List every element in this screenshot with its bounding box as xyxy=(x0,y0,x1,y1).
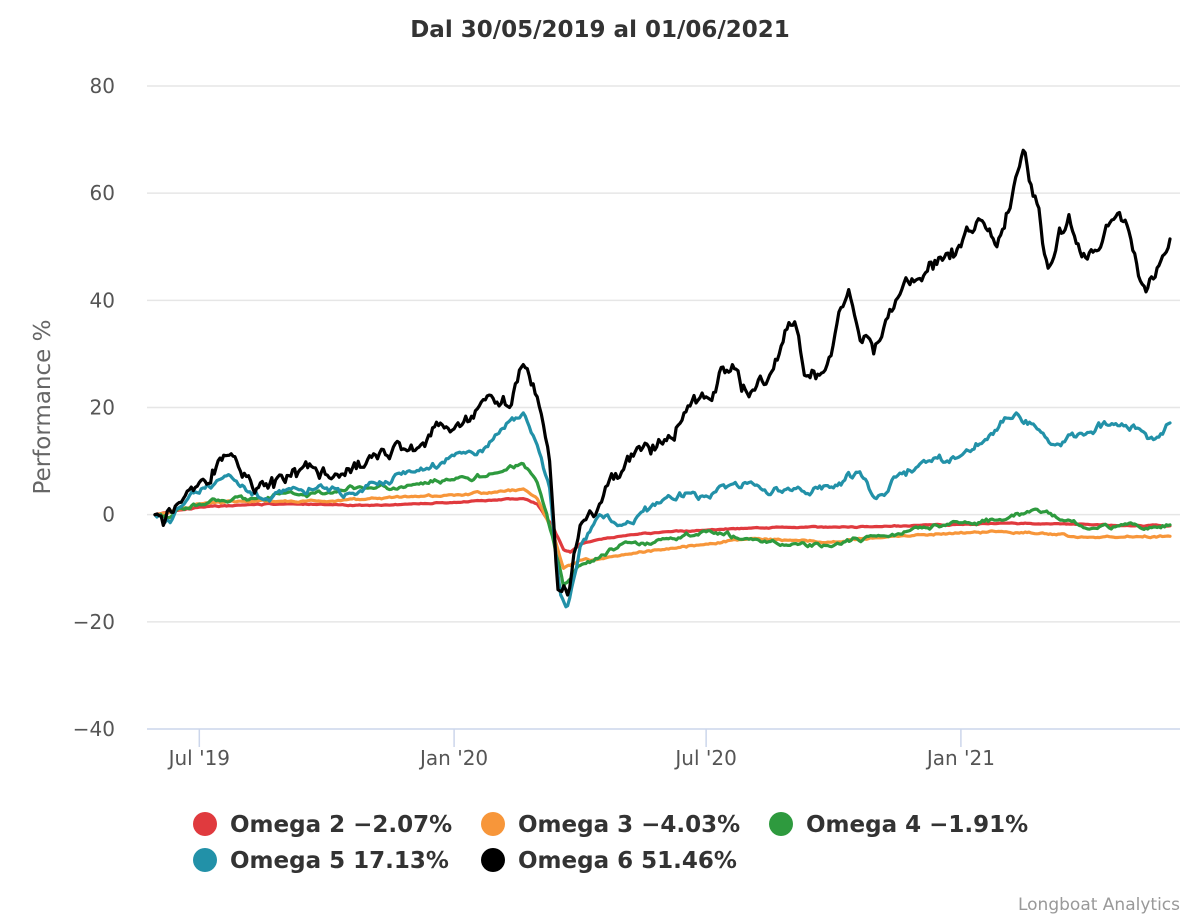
grid-layer xyxy=(147,85,1180,623)
series-line[interactable] xyxy=(153,148,1172,597)
legend-swatch-icon xyxy=(769,812,793,836)
legend-item[interactable]: Omega 4 −1.91% xyxy=(769,812,1028,838)
x-tick-label: Jan '21 xyxy=(925,746,995,770)
y-tick-label: −40 xyxy=(73,717,115,741)
x-tick-label: Jan '20 xyxy=(418,746,488,770)
x-tick-label: Jul '19 xyxy=(167,746,230,770)
axis-layer: 80 60 40 20 0 −20 −40 Jul '19 Jan '20 Jul '20 Jan … xyxy=(73,74,1180,770)
series-layer[interactable] xyxy=(153,148,1172,609)
series-line[interactable] xyxy=(153,411,1172,609)
credits-label[interactable]: Longboat Analytics xyxy=(1018,895,1180,915)
legend-swatch-icon xyxy=(193,812,217,836)
legend-swatch-icon xyxy=(481,848,505,872)
legend-label: Omega 3 −4.03% xyxy=(518,812,740,838)
legend-item[interactable]: Omega 3 −4.03% xyxy=(481,812,740,838)
legend-item[interactable]: Omega 2 −2.07% xyxy=(193,812,452,838)
legend-label: Omega 2 −2.07% xyxy=(230,812,452,838)
series-line[interactable] xyxy=(153,461,1172,589)
legend-label: Omega 4 −1.91% xyxy=(806,812,1028,838)
y-tick-label: 60 xyxy=(90,181,115,205)
y-tick-label: 80 xyxy=(90,74,115,98)
legend-swatch-icon xyxy=(481,812,505,836)
series-line[interactable] xyxy=(153,497,1172,554)
legend-item[interactable]: Omega 5 17.13% xyxy=(193,848,449,874)
chart-title: Dal 30/05/2019 al 01/06/2021 xyxy=(410,17,790,43)
legend-item[interactable]: Omega 6 51.46% xyxy=(481,848,737,874)
legend[interactable]: Omega 2 −2.07% Omega 3 −4.03% Omega 4 −1.9… xyxy=(193,812,1028,874)
legend-label: Omega 6 51.46% xyxy=(518,848,737,874)
legend-swatch-icon xyxy=(193,848,217,872)
y-axis-label: Performance % xyxy=(30,320,56,495)
y-tick-label: 20 xyxy=(90,396,115,420)
y-tick-label: 0 xyxy=(102,503,115,527)
y-tick-label: 40 xyxy=(90,288,115,312)
y-tick-label: −20 xyxy=(73,610,115,634)
series-line[interactable] xyxy=(153,487,1172,570)
legend-label: Omega 5 17.13% xyxy=(230,848,449,874)
x-tick-label: Jul '20 xyxy=(673,746,736,770)
